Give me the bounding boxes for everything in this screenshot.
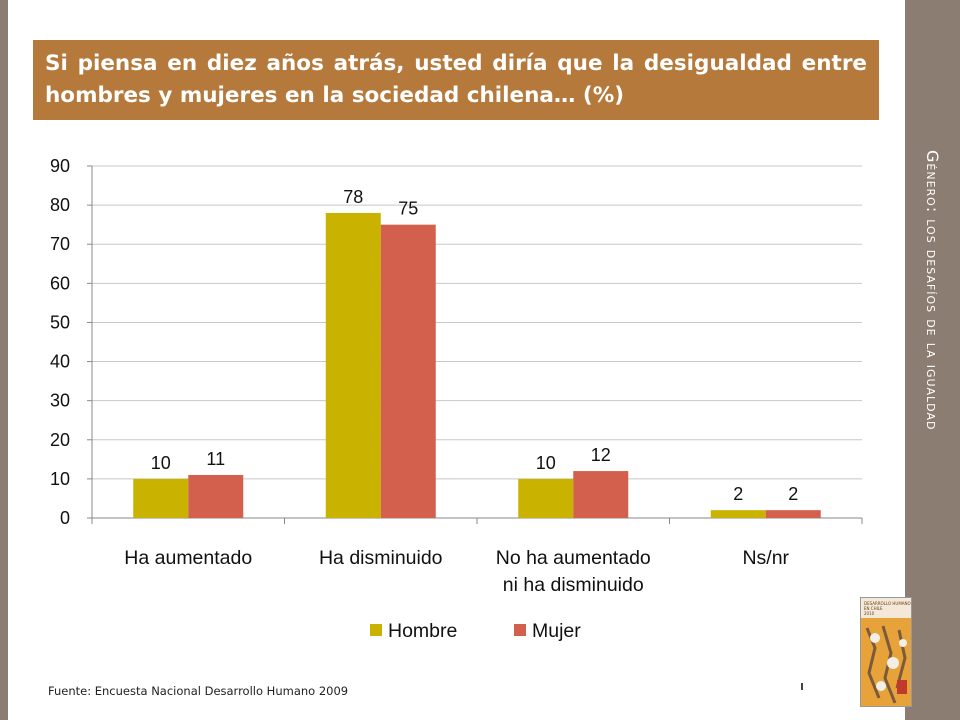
data-label: 11 [206, 449, 225, 469]
y-tick-label: 0 [60, 508, 70, 528]
data-label: 75 [398, 199, 418, 219]
report-cover-art [861, 618, 911, 706]
legend-label-mujer: Mujer [532, 620, 581, 642]
report-cover-image: DESARROLLO HUMANO EN CHILE 2010 [860, 597, 912, 707]
data-label: 10 [151, 453, 171, 473]
small-mark [801, 683, 803, 690]
chart-title: Si piensa en diez años atrás, usted dirí… [33, 40, 879, 120]
bar-mujer [380, 224, 436, 518]
y-tick-label: 50 [50, 312, 70, 332]
left-border-strip [0, 0, 8, 720]
y-tick-label: 10 [50, 469, 70, 489]
bar-chart: 0 10 20 30 40 50 60 70 80 90 10 11 Ha aumentado 78 75 H… [50, 156, 863, 642]
side-title: Género: los desafíos de la igualdad [905, 0, 960, 720]
y-tick-label: 80 [50, 195, 70, 215]
side-band [905, 0, 960, 720]
report-cover-title: DESARROLLO HUMANO EN CHILE 2010 [864, 601, 911, 616]
bar-hombre [518, 478, 574, 518]
slide-background [0, 0, 905, 720]
y-tick-label: 30 [50, 391, 70, 411]
y-tick-label: 70 [50, 234, 70, 254]
report-cover-header: DESARROLLO HUMANO EN CHILE 2010 [861, 598, 911, 618]
x-tick-label: Ns/nr [742, 547, 789, 569]
legend-swatch-mujer [514, 624, 526, 636]
x-tick-label: No ha aumentado [496, 547, 651, 569]
bar-hombre [133, 478, 189, 518]
data-label: 12 [591, 445, 611, 465]
y-tick-label: 90 [50, 156, 70, 176]
y-tick-label: 60 [50, 273, 70, 293]
x-tick-label: ni ha disminuido [503, 574, 644, 596]
x-tick-label: Ha disminuido [319, 547, 443, 569]
data-label: 78 [343, 187, 363, 207]
source-note: Fuente: Encuesta Nacional Desarrollo Hum… [48, 684, 349, 698]
data-label: 2 [733, 484, 743, 504]
side-title-text: Género: los desafíos de la igualdad [923, 149, 942, 431]
x-tick-label: Ha aumentado [124, 547, 252, 569]
bar-mujer [573, 471, 629, 518]
data-label: 2 [788, 484, 798, 504]
data-label: 10 [536, 453, 556, 473]
bar-mujer [188, 474, 244, 518]
bar-mujer [765, 510, 821, 518]
legend-label-hombre: Hombre [388, 620, 457, 642]
bar-hombre [325, 212, 381, 518]
bar-hombre [710, 510, 766, 518]
y-tick-label: 20 [50, 430, 70, 450]
y-tick-label: 40 [50, 352, 70, 372]
legend-swatch-hombre [370, 624, 382, 636]
